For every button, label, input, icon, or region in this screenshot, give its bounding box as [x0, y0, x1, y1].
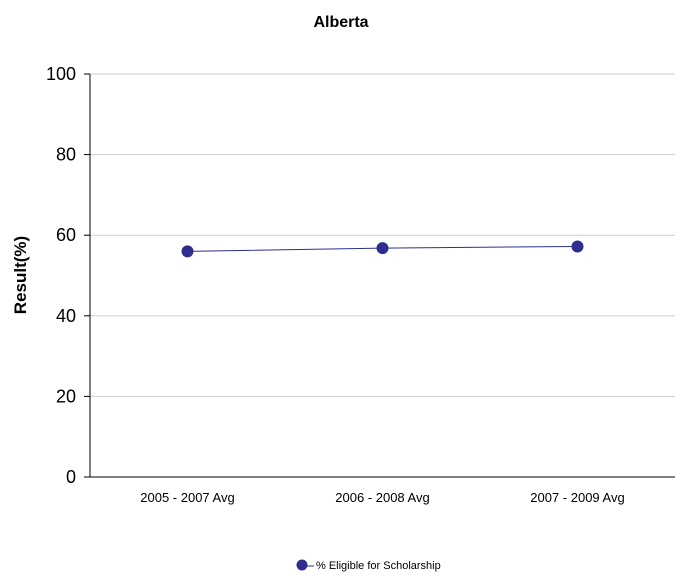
- y-tick-label: 40: [56, 306, 76, 326]
- legend-marker: [296, 559, 308, 571]
- y-tick-label: 100: [46, 64, 76, 84]
- x-tick-label: 2005 - 2007 Avg: [140, 490, 234, 505]
- y-tick-label: 0: [66, 467, 76, 487]
- y-tick-label: 60: [56, 225, 76, 245]
- x-tick-labels: 2005 - 2007 Avg 2006 - 2008 Avg 2007 - 200…: [140, 490, 624, 505]
- axes: [84, 73, 675, 478]
- y-tick-label: 80: [56, 145, 76, 165]
- data-point: [181, 245, 194, 258]
- legend-label: % Eligible for Scholarship: [316, 560, 441, 572]
- x-tick-label: 2006 - 2008 Avg: [335, 490, 429, 505]
- chart-title: Alberta: [313, 14, 368, 31]
- data-point: [571, 240, 584, 253]
- data-point: [376, 242, 389, 255]
- gridlines: [90, 73, 675, 397]
- x-tick-label: 2007 - 2009 Avg: [530, 490, 624, 505]
- y-tick-label: 20: [56, 386, 76, 406]
- y-tick-labels: 0 20 40 60 80 100: [46, 64, 76, 487]
- y-axis-label: Result(%): [11, 236, 30, 314]
- series: [181, 240, 584, 258]
- legend: % Eligible for Scholarship: [296, 559, 441, 572]
